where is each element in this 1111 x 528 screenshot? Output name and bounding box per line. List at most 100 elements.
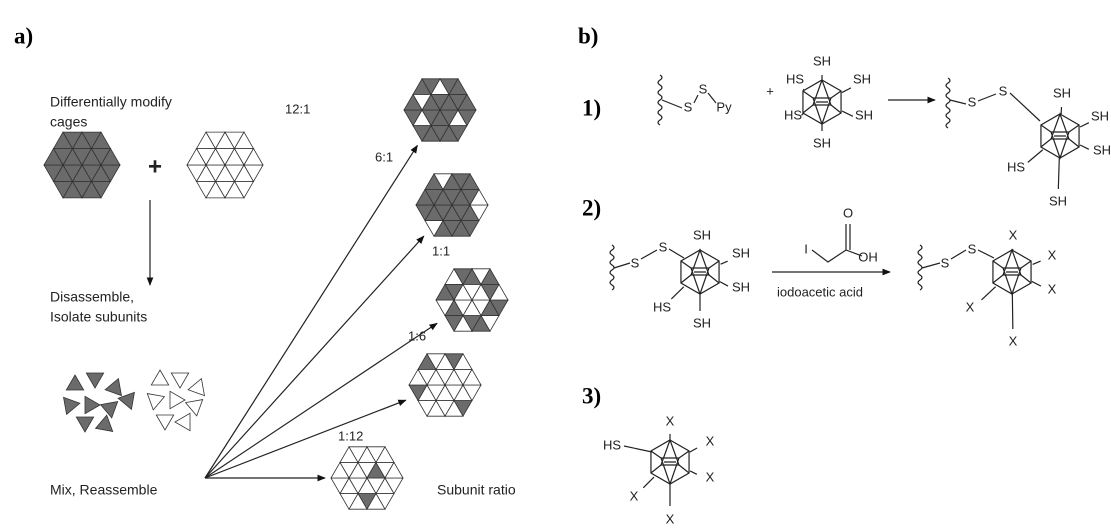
step-number: 3) (582, 383, 601, 408)
subunit (86, 365, 108, 388)
subunit (171, 365, 193, 388)
subunit (118, 387, 141, 410)
cluster-cage (1041, 114, 1079, 158)
subunit (101, 402, 121, 420)
bond (1058, 158, 1059, 189)
bond (1028, 150, 1043, 163)
cluster-cage (681, 250, 719, 294)
bond (643, 477, 654, 488)
atom-label: HS (784, 107, 802, 122)
atom-label: X (706, 469, 715, 484)
wavy-bond (658, 75, 662, 125)
ratio-label: 12:1 (285, 101, 310, 116)
subunit (170, 391, 185, 408)
atom-label: X (666, 511, 675, 526)
step-text: Mix, Reassemble (50, 482, 158, 498)
step-text: Differentially modify (50, 94, 172, 110)
atom-label: HS (603, 437, 621, 452)
subunit (76, 417, 93, 432)
arrow (205, 323, 437, 478)
step-number: 1) (582, 95, 601, 120)
atom-label: S (659, 239, 668, 254)
bond (981, 287, 995, 300)
atom-label: HS (653, 299, 671, 314)
atom-label: SH (693, 227, 711, 242)
atom-label: X (1009, 333, 1018, 348)
step-text: Disassemble, (50, 289, 134, 305)
atom-label: iodoacetic acid (777, 284, 863, 299)
bond (721, 261, 728, 264)
atom-label: SH (813, 135, 831, 150)
bond (614, 249, 684, 268)
atom-label: SH (732, 245, 750, 260)
atom-label: X (1048, 247, 1057, 262)
bond (671, 287, 683, 299)
atom-label: X (966, 299, 975, 314)
atom-label: SH (1053, 85, 1071, 100)
ratio-label: 1:1 (432, 243, 450, 258)
subunit (66, 375, 83, 390)
atom-label: HS (1007, 159, 1025, 174)
atom-label: OH (858, 249, 878, 264)
atom-label: S (631, 255, 640, 270)
step-text: cages (50, 114, 87, 130)
cluster-cage (803, 80, 841, 124)
subunit (105, 376, 126, 396)
atom-label: SH (855, 107, 873, 122)
atom-label: SH (1049, 193, 1067, 208)
subunit (151, 370, 168, 385)
atom-label: X (630, 488, 639, 503)
subunit (156, 415, 173, 430)
bond (1080, 145, 1089, 149)
subunit (85, 396, 100, 413)
atom-label: SH (693, 315, 711, 330)
step-text: Isolate subunits (50, 309, 147, 325)
subunit (58, 397, 79, 417)
bond (842, 111, 853, 116)
atom-label: HS (786, 71, 804, 86)
atom-label: X (706, 433, 715, 448)
bond (922, 250, 994, 268)
cluster-cage (993, 250, 1031, 294)
wavy-bond (946, 78, 950, 128)
arrow (205, 236, 424, 478)
atom-label: SH (813, 53, 831, 68)
panel-label: a) (14, 23, 33, 48)
bond (1080, 123, 1089, 127)
panel-label: b) (578, 23, 598, 48)
bond (1012, 294, 1013, 329)
atom-label: I (804, 241, 808, 256)
atom-label: S (699, 81, 708, 96)
bond (842, 88, 851, 93)
bond (950, 93, 1040, 121)
atom-label: SH (1091, 108, 1109, 123)
atom-label: S (999, 83, 1008, 98)
figure: a) b) Differentially modify cages + Disa… (0, 0, 1111, 528)
bond (1032, 281, 1041, 286)
atom-label: X (666, 413, 675, 428)
bond (690, 471, 697, 474)
atom-label: X (1048, 281, 1057, 296)
wavy-bond (918, 245, 922, 290)
caption: Subunit ratio (437, 482, 516, 498)
plus: + (148, 153, 162, 180)
atom-label: S (684, 99, 693, 114)
atom-label: Py (716, 99, 732, 114)
atom-label: S (941, 255, 950, 270)
cluster-cage (651, 440, 689, 484)
wavy-bond (610, 245, 614, 290)
atom-label: + (766, 83, 774, 98)
step-number: 2) (582, 195, 601, 220)
ratio-label: 1:6 (408, 328, 426, 343)
ratio-label: 1:12 (338, 428, 363, 443)
bond (690, 448, 697, 452)
ratio-label: 6:1 (375, 149, 393, 164)
subunit (145, 394, 165, 412)
subunit (188, 376, 209, 396)
bond (1033, 261, 1041, 264)
atom-label: SH (732, 279, 750, 294)
atom-label: S (968, 241, 977, 256)
atom-label: SH (1093, 142, 1111, 157)
atom-label: SH (853, 71, 871, 86)
atom-label: X (1009, 227, 1018, 242)
